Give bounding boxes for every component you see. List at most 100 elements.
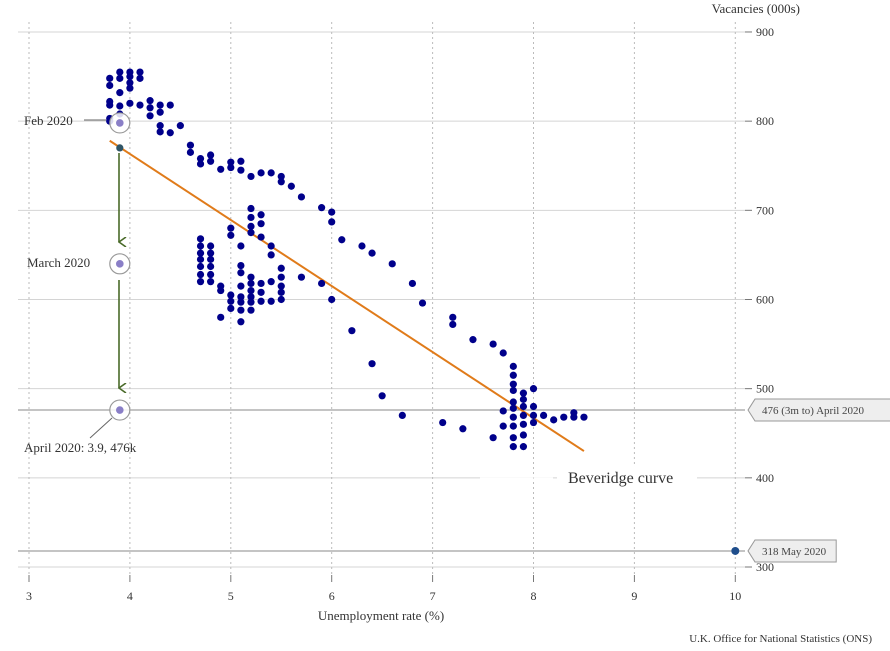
- scatter-point: [196, 270, 205, 279]
- scatter-point: [408, 279, 417, 288]
- scatter-point: [217, 286, 225, 295]
- scatter-point: [196, 278, 205, 286]
- scatter-point: [529, 402, 538, 411]
- x-tick-label: 9: [631, 589, 637, 603]
- scatter-point: [257, 297, 265, 305]
- scatter-point: [297, 193, 306, 201]
- beveridge-fit-line: [109, 139, 585, 452]
- highlight-points: [109, 112, 131, 421]
- scatter-point: [207, 262, 215, 271]
- scatter-point: [196, 249, 205, 257]
- scatter-point: [227, 304, 235, 313]
- scatter-point: [237, 298, 245, 306]
- may-2020-point: [731, 546, 740, 555]
- scatter-point: [156, 108, 164, 116]
- scatter-point: [358, 242, 366, 250]
- scatter-point: [186, 148, 195, 156]
- x-tick-label: 10: [729, 589, 741, 603]
- scatter-point: [449, 320, 457, 329]
- x-axis-title: Unemployment rate (%): [318, 608, 444, 623]
- y-axis-ticks: 300 400 500 600 700 800 900: [745, 25, 774, 574]
- scatter-point: [227, 297, 235, 305]
- scatter-point: [237, 269, 245, 277]
- scatter-point: [247, 293, 255, 301]
- scatter-point: [398, 411, 406, 420]
- scatter-point: [126, 99, 134, 107]
- y-tick-label: 600: [756, 292, 774, 306]
- scatter-point: [509, 443, 517, 451]
- scatter-point: [207, 157, 215, 165]
- scatter-point: [489, 340, 497, 348]
- scatter-point: [439, 418, 447, 427]
- scatter-point: [106, 81, 114, 90]
- scatter-point: [257, 233, 265, 241]
- beveridge-curve-label: Beveridge curve: [568, 470, 673, 487]
- scatter-point: [509, 380, 517, 388]
- scatter-point: [348, 327, 356, 335]
- reference-tag: [747, 398, 890, 422]
- scatter-point: [196, 242, 205, 250]
- scatter-point: [459, 425, 467, 433]
- scatter-point: [136, 101, 144, 109]
- reference-lines: 476 (3m to) April 2020 318 May 2020: [18, 398, 890, 563]
- scatter-point: [146, 104, 154, 112]
- scatter-point: [499, 349, 507, 357]
- scatter-point: [227, 224, 235, 232]
- scatter-point: [237, 306, 245, 314]
- scatter-point: [207, 151, 215, 159]
- scatter-point: [227, 291, 235, 299]
- scatter-point: [529, 385, 538, 393]
- scatter-point: [207, 278, 215, 286]
- reference-tag-label: 476 (3m to) April 2020: [762, 405, 865, 417]
- scatter-point: [247, 286, 255, 295]
- scatter-point: [247, 298, 255, 306]
- scatter-point: [247, 279, 255, 288]
- scatter-point: [207, 270, 215, 279]
- scatter-point: [338, 236, 346, 244]
- x-tick-label: 8: [531, 589, 537, 603]
- scatter-point: [166, 101, 174, 109]
- scatter-point: [368, 360, 376, 368]
- scatter-point: [176, 122, 184, 130]
- scatter-point: [196, 160, 205, 168]
- scatter-point: [217, 313, 225, 321]
- y-axis-title: Vacancies (000s): [712, 1, 800, 16]
- scatter-point: [156, 128, 164, 136]
- scatter-point: [247, 229, 255, 237]
- scatter-point: [580, 413, 588, 421]
- scatter-point: [116, 68, 124, 76]
- scatter-point: [267, 169, 275, 177]
- scatter-point: [519, 395, 528, 403]
- scatter-point: [267, 242, 275, 250]
- scatter-point: [509, 398, 517, 406]
- march-2020-label: March 2020: [27, 255, 90, 270]
- scatter-point: [237, 293, 245, 301]
- scatter-point: [126, 79, 134, 87]
- scatter-point: [499, 422, 507, 430]
- april-2020-label: April 2020: 3.9, 476k: [24, 440, 137, 455]
- scatter-point: [277, 282, 285, 290]
- scatter-point: [328, 208, 336, 216]
- scatter-point: [267, 278, 275, 286]
- scatter-point: [237, 262, 245, 270]
- scatter-point: [509, 413, 517, 421]
- scatter-point: [539, 411, 548, 420]
- scatter-point: [318, 279, 326, 288]
- scatter-point: [519, 389, 528, 397]
- scatter-point: [489, 434, 497, 442]
- scatter-point: [207, 255, 215, 263]
- scatter-point: [550, 416, 558, 424]
- scatter-point: [277, 264, 285, 272]
- scatter-point: [247, 306, 255, 314]
- scatter-point: [207, 242, 215, 250]
- scatter-point: [156, 101, 164, 109]
- scatter-point: [237, 157, 245, 165]
- scatter-point: [227, 163, 235, 172]
- scatter-point: [257, 169, 265, 177]
- scatter-point: [519, 431, 528, 439]
- y-tick-label: 300: [756, 560, 774, 574]
- scatter-point: [196, 255, 205, 263]
- scatter-point: [126, 72, 134, 81]
- scatter-point: [126, 84, 134, 92]
- scatter-point: [186, 141, 195, 149]
